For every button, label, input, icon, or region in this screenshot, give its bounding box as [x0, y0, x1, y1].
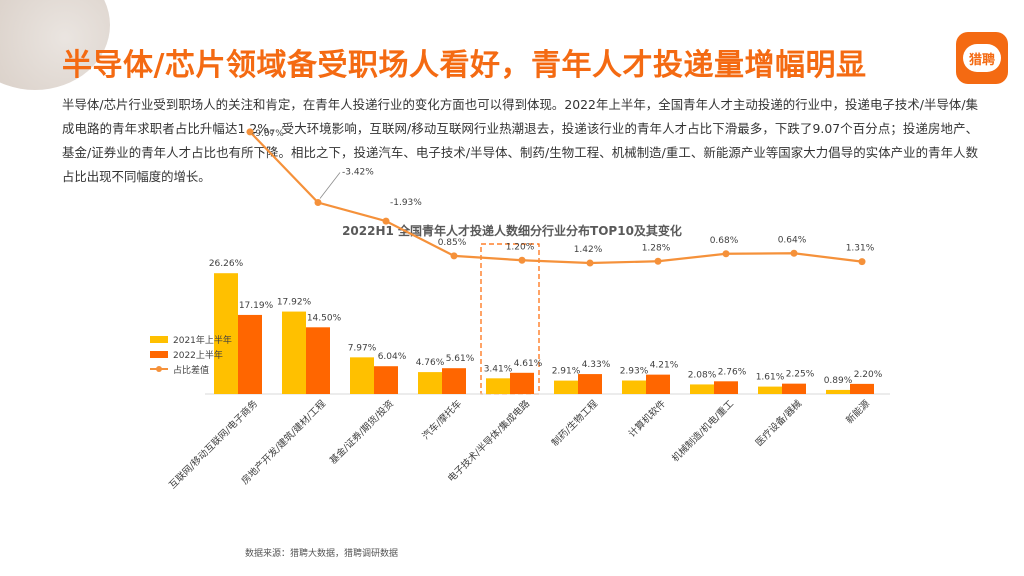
bar-2022-3	[374, 366, 398, 394]
diff-label-1: -9.07%	[252, 129, 284, 139]
bar-2022-10	[850, 383, 874, 394]
bar-2021-4	[418, 372, 442, 394]
label-2021-2: 17.92%	[277, 298, 312, 308]
legend-swatch-2021	[150, 336, 168, 343]
diff-point-9	[790, 249, 798, 257]
bar-2021-8	[690, 384, 714, 394]
label-2022-8: 2.76%	[718, 367, 747, 377]
bar-2022-2	[306, 327, 330, 394]
diff-label-5: 1.20%	[506, 242, 535, 252]
label-2021-4: 4.76%	[416, 358, 445, 368]
legend-marker-diff	[156, 366, 162, 372]
liepin-logo-icon: 猎聘	[956, 32, 1008, 84]
bar-2021-5	[486, 378, 510, 394]
legend-swatch-2022	[150, 351, 168, 358]
diff-label-7: 1.28%	[642, 243, 671, 253]
page-title: 半导体/芯片领域备受职场人看好，青年人才投递量增幅明显	[62, 48, 867, 83]
diff-point-7	[654, 257, 662, 265]
diff-point-6	[586, 259, 594, 267]
bar-2021-6	[554, 380, 578, 394]
category-label-7: 计算机软件	[626, 397, 668, 439]
category-label-3: 基金/证券/期货/投资	[327, 397, 396, 466]
label-2021-9: 1.61%	[756, 373, 785, 383]
diff-label-8: 0.68%	[710, 236, 739, 246]
label-2021-8: 2.08%	[688, 370, 717, 380]
bar-2022-5	[510, 372, 534, 394]
category-label-8: 机械制造/机电/重工	[669, 397, 736, 464]
bar-2021-7	[622, 380, 646, 394]
legend-label-diff: 占比差值	[173, 364, 209, 376]
chart-title: 2022H1 全国青年人才投递人数细分行业分布TOP10及其变化	[342, 223, 682, 238]
diff-point-10	[858, 258, 866, 266]
bar-2022-1	[238, 314, 262, 394]
diff-point-2	[314, 199, 322, 206]
bar-2022-4	[442, 368, 466, 394]
label-2022-9: 2.25%	[786, 370, 815, 380]
label-2021-5: 3.41%	[484, 364, 513, 374]
diff-label-2: -3.42%	[342, 168, 374, 178]
label-2022-2: 14.50%	[307, 313, 342, 323]
label-2021-7: 2.93%	[620, 367, 649, 377]
diff-line	[249, 131, 863, 265]
diff-label-9: 0.64%	[778, 235, 807, 245]
category-label-9: 医疗设备/器械	[753, 397, 804, 448]
label-2022-6: 4.33%	[582, 360, 611, 370]
intro-paragraph: 半导体/芯片行业受到职场人的关注和肯定，在青年人投递行业的变化方面也可以得到体现…	[62, 97, 978, 184]
diff-label-10: 1.31%	[846, 244, 875, 254]
label-2021-10: 0.89%	[824, 376, 853, 386]
category-label-10: 新能源	[843, 397, 872, 426]
diff-point-1	[246, 128, 254, 136]
bar-2022-6	[578, 374, 602, 394]
label-2021-3: 7.97%	[348, 343, 377, 353]
diff-label-3: -1.93%	[390, 198, 422, 208]
logo-text: 猎聘	[963, 44, 1001, 72]
legend-label-2021: 2021年上半年	[173, 334, 232, 346]
diff-point-3	[382, 217, 390, 225]
label-2021-6: 2.91%	[552, 367, 581, 377]
bar-2021-1	[214, 273, 238, 394]
bar-2021-2	[282, 311, 306, 394]
bar-2021-3	[350, 357, 374, 394]
label-2022-3: 6.04%	[378, 352, 407, 362]
bar-2021-9	[758, 386, 782, 394]
bar-2022-9	[782, 383, 806, 394]
bar-2021-10	[826, 389, 850, 394]
label-2022-5: 4.61%	[514, 359, 543, 369]
diff-point-5	[518, 256, 526, 264]
bar-2022-7	[646, 374, 670, 394]
label-2022-7: 4.21%	[650, 361, 679, 371]
data-source-note: 数据来源：猎聘大数据，猎聘调研数据	[245, 549, 399, 559]
label-2022-10: 2.20%	[854, 370, 883, 380]
bar-2022-8	[714, 381, 738, 394]
diff-label-leader	[319, 172, 341, 199]
diff-label-6: 1.42%	[574, 245, 603, 255]
diff-label-4: 0.85%	[438, 238, 467, 248]
label-2022-1: 17.19%	[239, 301, 274, 311]
category-label-4: 汽车/摩托车	[420, 398, 464, 442]
diff-point-4	[450, 252, 458, 260]
category-label-6: 制药/生物工程	[549, 397, 600, 448]
label-2021-1: 26.26%	[209, 259, 244, 269]
diff-point-8	[722, 250, 730, 258]
legend-label-2022: 2022上半年	[173, 349, 223, 361]
label-2022-4: 5.61%	[446, 354, 475, 364]
